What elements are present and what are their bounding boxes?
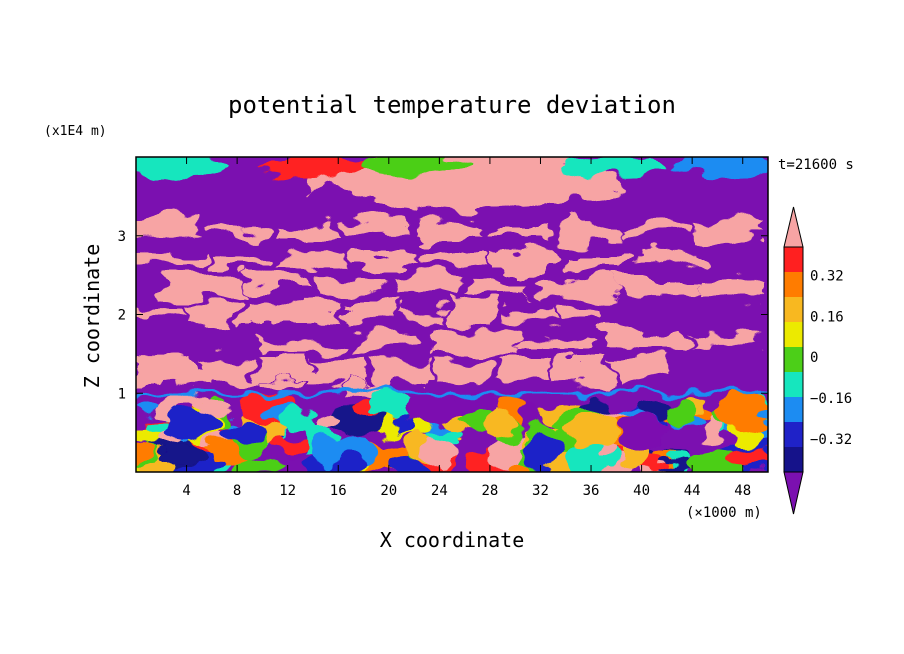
boundary-eddy <box>160 445 206 465</box>
colorbar-bin <box>784 272 803 297</box>
boundary-eddy <box>717 393 768 432</box>
colorbar: 0.32 0.16 0 −0.16 −0.32 <box>783 206 852 515</box>
x-tick-label: 4 <box>182 483 190 499</box>
boundary-eddy <box>235 458 286 472</box>
warm-band <box>136 302 603 326</box>
colorbar-bin <box>784 297 803 322</box>
colorbar-bin <box>784 347 803 372</box>
x-tick-label: 48 <box>734 483 751 499</box>
top-eddy <box>359 157 470 177</box>
y-tick-label: 1 <box>118 386 126 402</box>
field-boundary-eddies <box>136 157 768 472</box>
top-eddy <box>257 157 368 179</box>
boundary-eddy <box>269 437 306 451</box>
boundary-eddy <box>421 437 460 465</box>
boundary-eddy <box>450 388 502 420</box>
boundary-eddy <box>754 406 768 419</box>
top-eddy <box>675 157 768 177</box>
colorbar-bin <box>784 372 803 397</box>
x-unit-label: (×1000 m) <box>686 505 762 521</box>
colorbar-bin <box>784 397 803 422</box>
x-axis-label: X coordinate <box>380 528 525 552</box>
colorbar-tick-label: 0 <box>810 350 818 366</box>
boundary-eddy <box>564 440 607 472</box>
boundary-eddy <box>482 412 517 437</box>
boundary-eddy <box>275 407 317 430</box>
boundary-eddy <box>219 421 264 442</box>
colorbar-bin <box>784 247 803 272</box>
x-tick-label: 8 <box>233 483 241 499</box>
time-label: t=21600 s <box>778 157 854 173</box>
x-tick-label: 44 <box>684 483 701 499</box>
warm-band <box>262 329 761 355</box>
x-tick-label: 12 <box>279 483 296 499</box>
x-tick-label: 20 <box>380 483 397 499</box>
x-tick-label: 40 <box>633 483 650 499</box>
warm-band <box>136 354 668 386</box>
boundary-eddy <box>510 461 531 472</box>
x-tick-label: 28 <box>481 483 498 499</box>
y-tick-label: 3 <box>118 229 126 245</box>
boundary-eddy <box>364 394 414 418</box>
colorbar-bin <box>784 447 803 472</box>
colorbar-bin <box>784 422 803 447</box>
field-warm-layers <box>136 157 765 393</box>
x-tick-label: 36 <box>583 483 600 499</box>
y-tick-label: 2 <box>118 308 126 324</box>
colorbar-tick-label: −0.16 <box>810 391 852 407</box>
boundary-eddy <box>567 410 619 448</box>
boundary-eddy <box>725 451 768 467</box>
boundary-eddy <box>311 430 338 467</box>
chart-title: potential temperature deviation <box>228 91 676 119</box>
boundary-eddy <box>619 413 667 450</box>
colorbar-extend-high <box>783 206 804 248</box>
boundary-eddy <box>619 443 650 471</box>
boundary-eddy <box>666 398 696 429</box>
x-axis: 4 8 12 16 20 24 28 32 36 40 44 48 <box>182 157 751 499</box>
boundary-eddy <box>198 404 234 416</box>
field-plot <box>136 157 768 472</box>
boundary-eddy <box>522 433 562 467</box>
boundary-eddy <box>161 408 216 441</box>
boundary-eddy <box>404 396 462 423</box>
y-axis: 1 2 3 <box>118 229 768 402</box>
y-unit-label: (x1E4 m) <box>44 124 107 139</box>
x-tick-label: 16 <box>330 483 347 499</box>
boundary-eddy <box>396 414 417 437</box>
colorbar-bin <box>784 322 803 347</box>
seam <box>136 391 768 396</box>
x-tick-label: 32 <box>532 483 549 499</box>
colorbar-extend-low <box>783 471 804 515</box>
top-eddy <box>561 157 672 177</box>
colorbar-tick-label: 0.32 <box>810 268 844 284</box>
warm-band <box>167 274 765 300</box>
warm-band <box>136 373 385 393</box>
top-eddy <box>136 157 229 177</box>
warm-band <box>136 219 763 243</box>
x-tick-label: 24 <box>431 483 448 499</box>
y-axis-label: Z coordinate <box>80 244 104 389</box>
boundary-eddy <box>136 402 156 416</box>
colorbar-tick-label: 0.16 <box>810 309 844 325</box>
boundary-eddy <box>136 443 155 463</box>
colorbar-tick-label: −0.32 <box>810 432 852 448</box>
warm-band <box>136 248 705 269</box>
